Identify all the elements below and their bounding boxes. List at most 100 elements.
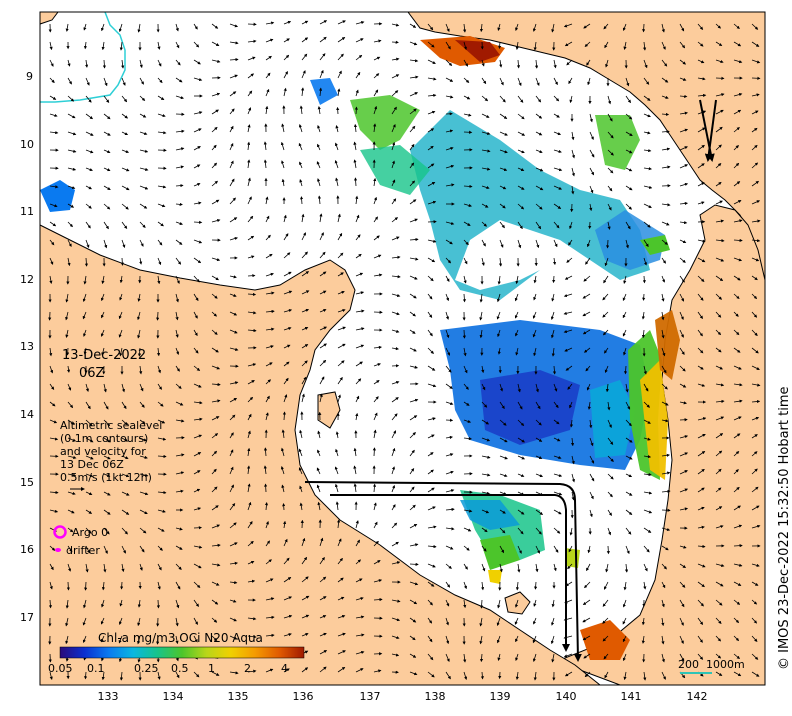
- velocity-arrow: [535, 113, 543, 119]
- velocity-arrow: [336, 106, 340, 115]
- velocity-arrow: [498, 257, 503, 267]
- velocity-arrow: [587, 77, 591, 86]
- velocity-arrow: [157, 365, 161, 374]
- velocity-arrow: [733, 383, 743, 387]
- velocity-arrow: [409, 125, 416, 133]
- credit-text: © IMOS 23-Dec-2022 15:32:50 Hobart time: [777, 386, 792, 670]
- bathymetry-contour: [40, 11, 126, 103]
- velocity-arrow: [100, 293, 105, 302]
- velocity-arrow: [679, 111, 688, 115]
- velocity-arrow: [263, 159, 267, 169]
- velocity-arrow: [211, 59, 221, 63]
- velocity-arrow: [499, 419, 507, 426]
- scale-label-km: 200: [678, 658, 699, 671]
- velocity-arrow: [661, 257, 666, 264]
- velocity-arrow: [499, 113, 508, 119]
- velocity-arrow: [569, 401, 573, 409]
- velocity-arrow: [229, 57, 239, 62]
- velocity-arrow: [337, 326, 346, 331]
- velocity-arrow: [535, 419, 542, 426]
- velocity-arrow: [697, 417, 707, 421]
- velocity-arrow: [751, 41, 760, 47]
- velocity-arrow: [499, 203, 506, 209]
- velocity-arrow: [211, 399, 221, 403]
- velocity-arrow: [479, 329, 483, 339]
- velocity-arrow: [463, 383, 469, 390]
- velocity-arrow: [319, 53, 326, 61]
- velocity-arrow: [427, 41, 435, 48]
- velocity-arrow: [391, 311, 400, 316]
- velocity-arrow: [316, 161, 321, 169]
- velocity-arrow: [265, 345, 274, 349]
- velocity-arrow: [373, 123, 377, 133]
- velocity-arrow: [733, 41, 742, 47]
- velocity-arrow: [85, 131, 94, 136]
- velocity-arrow: [281, 123, 285, 133]
- velocity-arrow: [571, 131, 575, 141]
- colorbar-tick: 0.05: [48, 662, 73, 675]
- velocity-arrow: [391, 347, 399, 351]
- velocity-arrow: [137, 23, 141, 33]
- velocity-arrow: [499, 149, 508, 154]
- velocity-arrow: [715, 293, 722, 300]
- velocity-arrow: [409, 398, 419, 403]
- velocity-arrow: [589, 113, 593, 123]
- velocity-arrow: [373, 380, 380, 385]
- velocity-arrow: [427, 293, 433, 300]
- velocity-arrow: [319, 251, 326, 259]
- velocity-arrow: [641, 329, 646, 339]
- velocity-arrow: [103, 77, 108, 87]
- colorbar-tick: 0.5: [171, 662, 189, 675]
- velocity-arrow: [515, 41, 519, 50]
- velocity-arrow: [409, 162, 415, 169]
- velocity-arrow: [121, 239, 126, 248]
- velocity-arrow: [463, 347, 467, 357]
- velocity-arrow: [66, 365, 71, 373]
- velocity-arrow: [733, 145, 739, 151]
- velocity-arrow: [247, 141, 251, 151]
- velocity-arrow: [193, 77, 203, 82]
- velocity-arrow: [569, 95, 573, 104]
- velocity-arrow: [571, 185, 575, 195]
- velocity-arrow: [103, 113, 111, 120]
- velocity-arrow: [643, 257, 647, 266]
- velocity-arrow: [139, 383, 144, 392]
- velocity-arrow: [623, 365, 628, 375]
- velocity-arrow: [265, 234, 271, 241]
- velocity-arrow: [193, 401, 203, 405]
- velocity-arrow: [120, 581, 124, 590]
- velocity-arrow: [391, 293, 401, 298]
- velocity-arrow: [391, 430, 396, 439]
- velocity-arrow: [463, 59, 469, 67]
- velocity-arrow: [139, 149, 149, 153]
- velocity-arrow: [355, 291, 365, 295]
- lon-tick: 138: [424, 690, 446, 703]
- velocity-arrow: [679, 94, 688, 98]
- velocity-arrow: [373, 39, 382, 43]
- velocity-arrow: [499, 167, 508, 172]
- velocity-arrow: [603, 275, 609, 284]
- velocity-arrow: [67, 383, 72, 391]
- velocity-arrow: [139, 77, 144, 85]
- velocity-arrow: [679, 383, 687, 388]
- velocity-arrow: [281, 178, 285, 187]
- velocity-arrow: [427, 329, 433, 337]
- velocity-arrow: [517, 167, 525, 171]
- velocity-arrow: [553, 203, 562, 209]
- velocity-arrow: [391, 106, 397, 115]
- velocity-arrow: [697, 77, 706, 81]
- velocity-arrow: [301, 213, 305, 223]
- velocity-arrow: [85, 239, 90, 249]
- velocity-arrow: [85, 185, 93, 190]
- velocity-arrow: [103, 221, 109, 230]
- velocity-arrow: [319, 359, 327, 367]
- velocity-arrow: [119, 347, 123, 357]
- velocity-arrow: [193, 257, 202, 264]
- velocity-arrow: [643, 113, 651, 118]
- velocity-arrow: [372, 447, 376, 457]
- velocity-arrow: [157, 383, 162, 390]
- velocity-arrow: [337, 394, 341, 403]
- velocity-arrow: [175, 184, 184, 188]
- velocity-arrow: [373, 56, 381, 61]
- velocity-arrow: [247, 396, 254, 403]
